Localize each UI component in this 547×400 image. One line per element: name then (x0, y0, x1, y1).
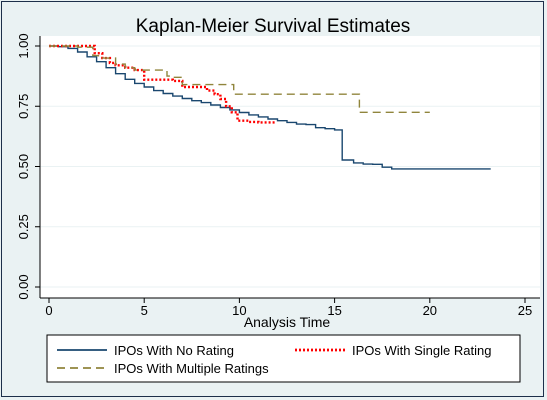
y-tick-label: 0.25 (16, 214, 31, 239)
series-line-2 (49, 44, 276, 124)
y-tick-label: 0.75 (16, 94, 31, 119)
series-lines (49, 44, 491, 170)
axes: 0.00 0.25 0.50 0.75 1.00 0 5 10 15 20 25 (16, 33, 540, 318)
legend-label-3: IPOs With Multiple Ratings (114, 361, 269, 376)
plot-area (40, 36, 540, 298)
gridlines (40, 45, 540, 288)
y-tick-label: 0.00 (16, 274, 31, 299)
y-tick-label: 1.00 (16, 33, 31, 58)
series-line-1 (49, 45, 491, 170)
x-tick-label: 0 (45, 303, 52, 318)
legend-box (46, 334, 521, 383)
x-tick-label: 10 (232, 303, 246, 318)
x-tick-label: 5 (141, 303, 148, 318)
x-tick-label: 20 (423, 303, 437, 318)
legend-items: IPOs With No Rating IPOs With Single Rati… (57, 343, 491, 376)
x-tick-label: 25 (518, 303, 532, 318)
series-line-3 (49, 45, 430, 113)
legend: IPOs With No Rating IPOs With Single Rati… (46, 334, 521, 383)
y-tick-label: 0.50 (16, 154, 31, 179)
x-tick-label: 15 (327, 303, 341, 318)
y-ticks: 0.00 0.25 0.50 0.75 1.00 (16, 33, 40, 300)
x-axis-label: Analysis Time (244, 314, 331, 330)
legend-label-2: IPOs With Single Rating (352, 343, 491, 358)
chart-title: Kaplan-Meier Survival Estimates (136, 16, 411, 37)
legend-label-1: IPOs With No Rating (114, 343, 234, 358)
x-ticks: 0 5 10 15 20 25 (45, 298, 532, 318)
